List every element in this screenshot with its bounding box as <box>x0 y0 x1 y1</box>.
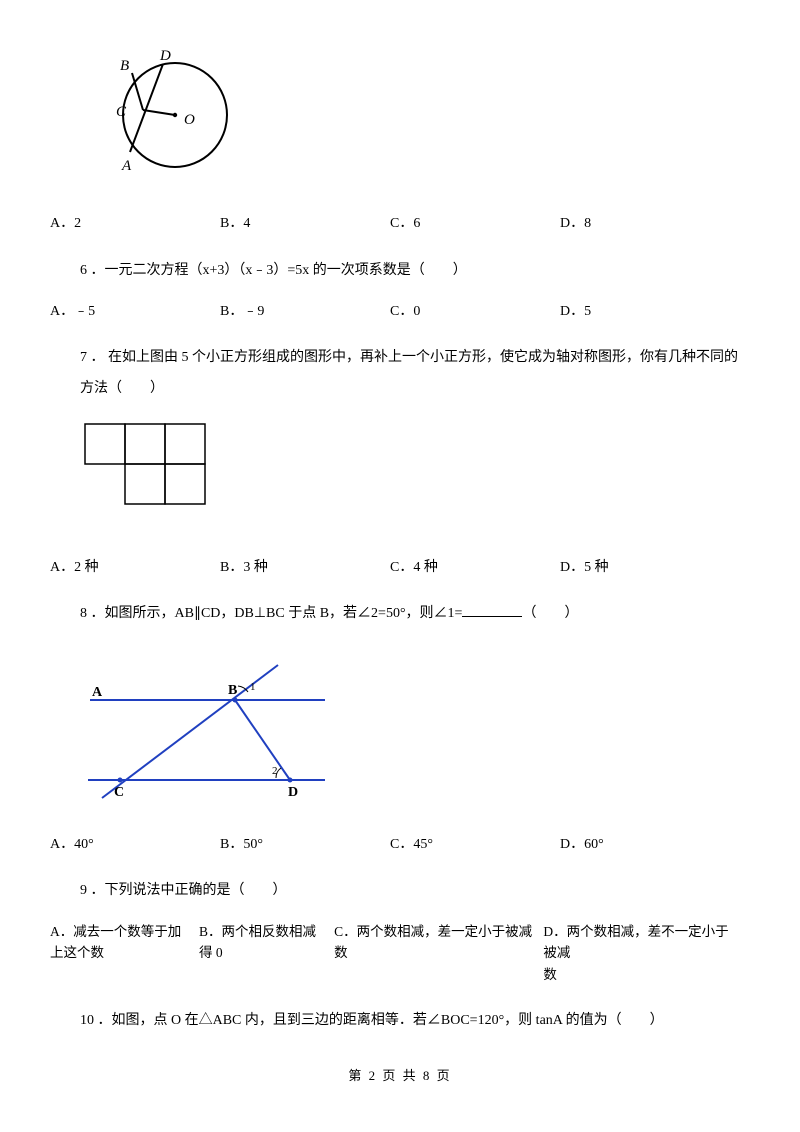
pentomino-diagram <box>80 419 220 509</box>
q9-d-line1: D．两个数相减，差不一定小于被减 <box>543 921 740 964</box>
q6-opt-b: B．﹣9 <box>220 301 390 323</box>
q7-options: A．2 种 B．3 种 C．4 种 D．5 种 <box>50 557 750 579</box>
svg-text:A: A <box>121 158 132 174</box>
q5-figure: O A B C D <box>80 50 750 193</box>
q8-figure: 1 2 A B C D <box>80 660 750 813</box>
q5-opt-a: A．2 <box>50 213 220 235</box>
q5-opt-b: B．4 <box>220 213 390 235</box>
q8-opt-b: B．50° <box>220 834 390 856</box>
q8-opt-c: C．45° <box>390 834 560 856</box>
q7-opt-c: C．4 种 <box>390 557 560 579</box>
q7-text: 7 ． 在如上图由 5 个小正方形组成的图形中，再补上一个小正方形，使它成为轴对… <box>80 343 750 405</box>
q9-options: A．减去一个数等于加 上这个数 B．两个相反数相减 得 0 C．两个数相减，差一… <box>50 921 750 986</box>
svg-text:C: C <box>114 785 124 800</box>
q10-text: 10 ．如图，点 O 在△ABC 内，且到三边的距离相等．若∠BOC=120°，… <box>80 1006 750 1037</box>
page-footer: 第 2 页 共 8 页 <box>50 1066 750 1087</box>
svg-text:2: 2 <box>272 765 278 777</box>
svg-text:B: B <box>120 58 129 74</box>
svg-text:1: 1 <box>250 681 256 693</box>
q9-c-line1: C．两个数相减，差一定小于被减 <box>334 921 533 943</box>
svg-text:A: A <box>92 685 103 700</box>
q6-opt-c: C．0 <box>390 301 560 323</box>
svg-text:D: D <box>288 785 298 800</box>
svg-text:D: D <box>159 50 171 64</box>
q9-text: 9 ．下列说法中正确的是（ ） <box>80 876 750 907</box>
parallel-lines-diagram: 1 2 A B C D <box>80 660 340 805</box>
q5-options: A．2 B．4 C．6 D．8 <box>50 213 750 235</box>
q5-opt-d: D．8 <box>560 213 591 235</box>
q9-b-line2: 得 0 <box>199 942 324 964</box>
q7-figure <box>80 419 750 517</box>
q8-text-post: （ ） <box>522 606 578 621</box>
svg-text:B: B <box>228 683 237 698</box>
q6-text: 6 ．一元二次方程（x+3）（x﹣3）=5x 的一次项系数是（ ） <box>80 256 750 287</box>
q5-opt-c: C．6 <box>390 213 560 235</box>
svg-text:O: O <box>184 112 195 128</box>
q6-opt-a: A．﹣5 <box>50 301 220 323</box>
q8-options: A．40° B．50° C．45° D．60° <box>50 834 750 856</box>
q8-text: 8 ．如图所示，AB∥CD，DB⊥BC 于点 B，若∠2=50°，则∠1= （ ） <box>80 599 750 630</box>
q7-opt-a: A．2 种 <box>50 557 220 579</box>
q8-opt-a: A．40° <box>50 834 220 856</box>
circle-diagram: O A B C D <box>80 50 270 185</box>
q6-opt-d: D．5 <box>560 301 591 323</box>
q9-b-line1: B．两个相反数相减 <box>199 921 324 943</box>
q8-text-pre: 8 ．如图所示，AB∥CD，DB⊥BC 于点 B，若∠2=50°，则∠1= <box>80 606 462 621</box>
q6-options: A．﹣5 B．﹣9 C．0 D．5 <box>50 301 750 323</box>
q8-blank <box>462 602 522 617</box>
q9-a-line2: 上这个数 <box>50 942 189 964</box>
q9-c-line2: 数 <box>334 942 533 964</box>
q9-d-line2: 数 <box>543 964 740 986</box>
svg-text:C: C <box>116 104 127 120</box>
q7-opt-d: D．5 种 <box>560 557 609 579</box>
q9-a-line1: A．减去一个数等于加 <box>50 921 189 943</box>
q7-opt-b: B．3 种 <box>220 557 390 579</box>
q8-opt-d: D．60° <box>560 834 604 856</box>
